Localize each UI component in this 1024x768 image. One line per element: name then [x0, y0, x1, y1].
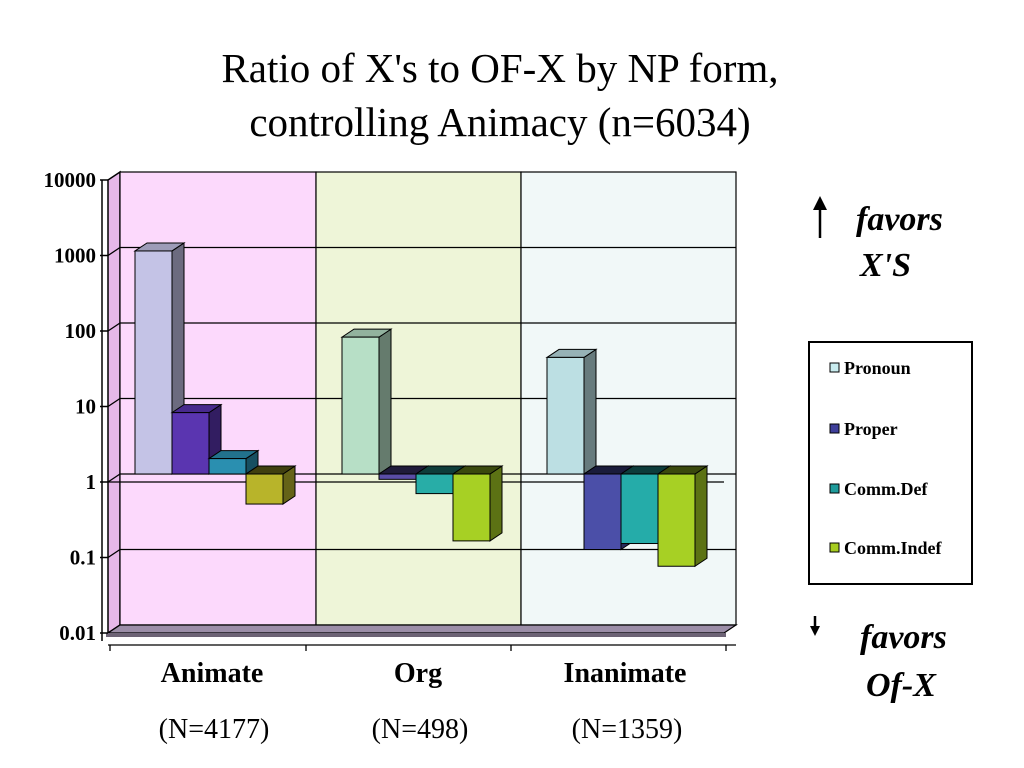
category-panels [107, 170, 737, 635]
bar-front [341, 336, 380, 475]
bar-front [620, 473, 659, 545]
y-tick-label: 1000 [54, 244, 96, 268]
y-tick-label: 100 [65, 319, 97, 343]
chart-title-line-1: Ratio of X's to OF-X by NP form, [221, 45, 779, 91]
bar-front [415, 473, 454, 495]
up-arrowhead-icon [813, 196, 827, 210]
legend-swatch-pronoun [829, 362, 840, 373]
y-tick-label: 10000 [44, 168, 97, 192]
legend-label-proper: Proper [844, 419, 898, 439]
y-tick-label: 0.1 [70, 546, 96, 570]
bar-side [694, 465, 708, 568]
legend-label-comm-def: Comm.Def [844, 479, 928, 499]
bar-inanimate-comm-indef [656, 465, 709, 568]
favors-xs-label-1: favors [856, 201, 943, 238]
legend-label-pronoun: Pronoun [844, 358, 911, 378]
down-arrowhead-icon [810, 626, 820, 636]
bar-side [489, 465, 503, 542]
bar-front [171, 412, 210, 475]
favors-ofx-label-1: favors [860, 619, 947, 656]
legend-swatch-comm-def [829, 483, 840, 494]
chart-title-line-2: controlling Animacy (n=6034) [249, 99, 751, 145]
bar-front [583, 473, 622, 550]
y-tick-label: 0.01 [59, 621, 96, 645]
direction-notes: favors X'S favors Of-X [810, 196, 947, 704]
bar-org-comm-indef [451, 465, 504, 542]
gridline-wall [107, 548, 121, 559]
legend-swatch-proper [829, 423, 840, 434]
bar-front [378, 473, 417, 480]
category-label-org: Org [394, 658, 442, 689]
bar-side [583, 348, 597, 475]
legend-swatch-comm-indef [829, 542, 840, 553]
gridline-wall [107, 397, 121, 408]
y-axis: 10000 1000 100 10 1 0.1 0.01 [44, 168, 736, 651]
bar-org-pronoun [340, 328, 393, 475]
bar-inanimate-pronoun [545, 348, 598, 475]
bar-front [245, 473, 284, 505]
legend-label-comm-indef: Comm.Indef [844, 538, 943, 558]
gridline-wall [107, 322, 121, 332]
category-label-animate: Animate [161, 658, 264, 689]
category-count-org: (N=498) [372, 714, 469, 745]
category-count-inanimate: (N=1359) [572, 714, 683, 745]
floor-edge [106, 633, 726, 637]
x-axis-labels: Animate (N=4177) Org (N=498) Inanimate (N=135… [159, 658, 687, 745]
gridline-wall [107, 473, 121, 483]
category-count-animate: (N=4177) [159, 714, 270, 745]
bar-front [546, 356, 585, 475]
bar-marks [133, 242, 709, 568]
bar-front [134, 250, 173, 475]
bar-side [378, 328, 392, 475]
favors-ofx-label-2: Of-X [866, 667, 937, 704]
floor-slab [106, 624, 738, 634]
bar-front [657, 473, 696, 567]
chart-floor [106, 624, 738, 637]
favors-xs-label-2: X'S [859, 247, 911, 284]
gridline-wall [107, 246, 121, 257]
bar-front [452, 473, 491, 542]
bar-front [208, 458, 247, 475]
bar-animate-comm-indef [244, 465, 297, 505]
legend: Pronoun Proper Comm.Def Comm.Indef [808, 341, 973, 585]
category-label-inanimate: Inanimate [564, 658, 687, 689]
y-tick-label: 1 [86, 470, 97, 494]
y-tick-label: 10 [75, 395, 96, 419]
